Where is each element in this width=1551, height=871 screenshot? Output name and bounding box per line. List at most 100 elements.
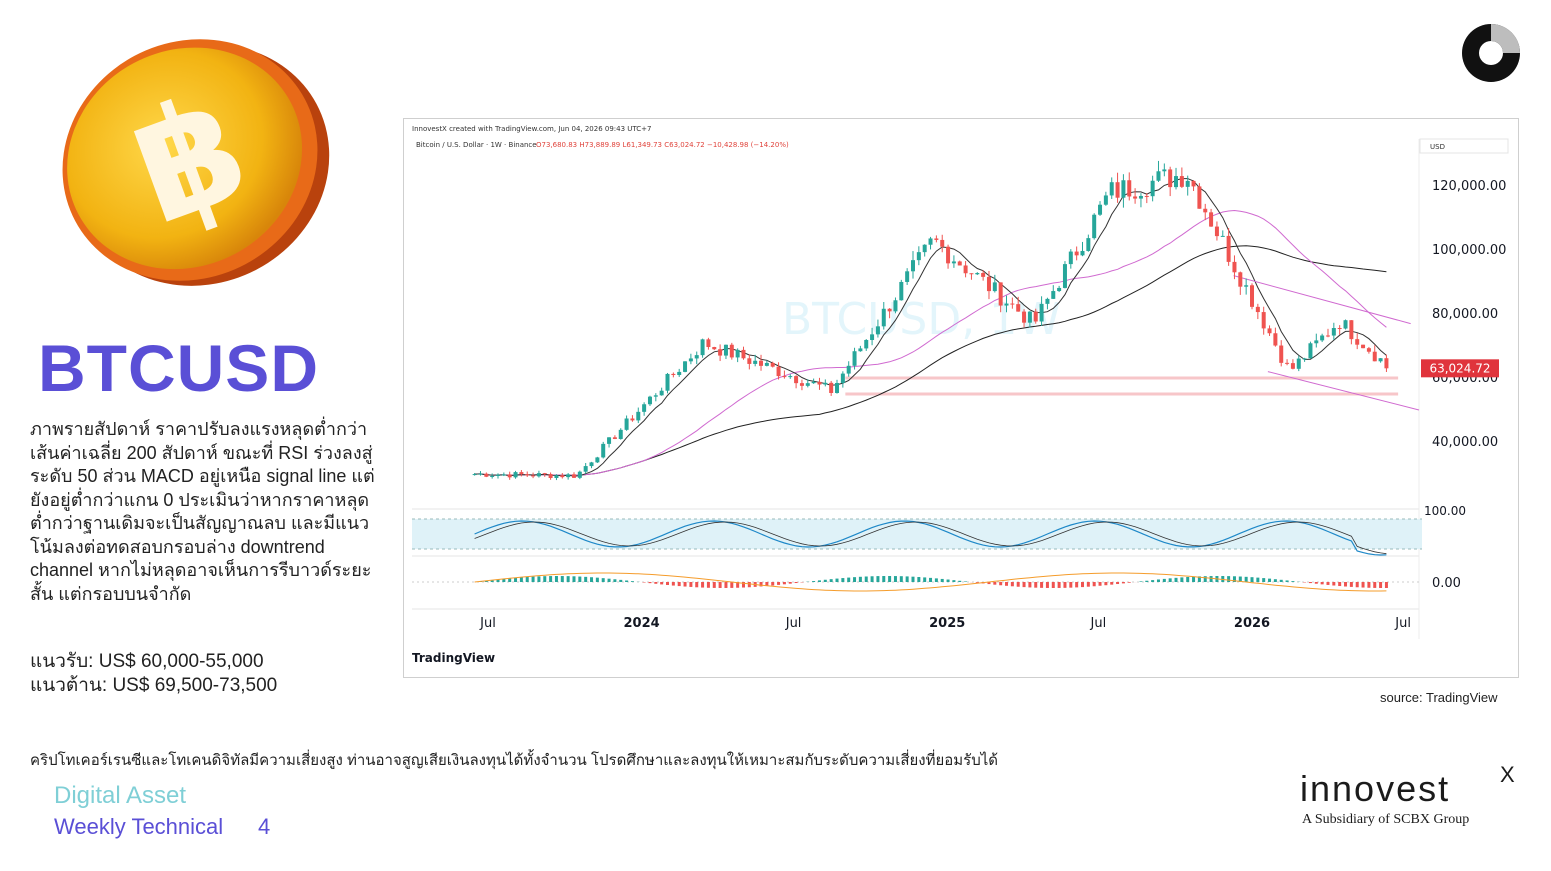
page-number: 4 [258, 814, 271, 839]
support-zone [845, 376, 1399, 380]
candle-body [507, 474, 512, 478]
macd-hist-bar [777, 582, 781, 585]
rsi-band [412, 519, 1422, 549]
currency-box [1419, 138, 1509, 154]
candle-body [1384, 358, 1389, 369]
macd-hist-bar [847, 577, 851, 582]
macd-hist-bar [648, 582, 652, 584]
candle-body [1179, 176, 1184, 187]
candle-body [536, 473, 541, 477]
candle-body [881, 308, 886, 327]
macd-hist-bar [934, 578, 938, 582]
candle-body [1068, 251, 1073, 265]
macd-hist-bar [1121, 582, 1125, 584]
macd-hist-bar [1092, 582, 1096, 587]
macd-hist-bar [619, 579, 623, 582]
candle-body [548, 474, 553, 479]
candle-body [1349, 320, 1354, 340]
candle-body [805, 383, 810, 386]
macd-hist-bar [1057, 582, 1061, 588]
candle-body [928, 238, 933, 245]
macd-hist-bar [613, 579, 617, 582]
x-tick-label: Jul [785, 616, 802, 631]
macd-hist-bar [1028, 582, 1032, 588]
candle-body [922, 244, 927, 253]
macd-hist-bar [601, 578, 605, 582]
candle-body [998, 282, 1003, 306]
macd-hist-bar [829, 579, 833, 582]
macd-hist-bar [1069, 582, 1073, 588]
macd-hist-bar [817, 580, 821, 582]
candle-body [1115, 182, 1120, 198]
macd-hist-bar [923, 577, 927, 582]
macd-hist-bar [1197, 576, 1201, 582]
candle-body [1337, 328, 1342, 330]
macd-hist-bar [1320, 582, 1324, 585]
macd-hist-bar [1063, 582, 1067, 588]
macd-hist-bar [730, 582, 734, 588]
candle-body [794, 376, 799, 384]
macd-hist-bar [554, 576, 558, 582]
macd-hist-bar [1332, 582, 1336, 586]
tradingview-brand: TradingView [412, 651, 495, 665]
macd-hist-bar [1285, 580, 1289, 582]
macd-hist-bar [689, 582, 693, 587]
chart-watermark: BTCUSD, 1W [782, 294, 1061, 345]
macd-hist-bar [496, 579, 500, 582]
candle-body [1086, 238, 1091, 251]
y-tick-label: 100,000.00 [1432, 243, 1506, 258]
source-note: source: TradingView [1380, 690, 1498, 705]
levels: แนวรับ: US$ 60,000-55,000 แนวต้าน: US$ 6… [30, 650, 277, 697]
y-tick-label: 120,000.00 [1432, 179, 1506, 194]
candle-body [1051, 291, 1056, 299]
macd-hist-bar [1110, 582, 1114, 585]
candle-body [496, 474, 501, 476]
candle-body [490, 475, 495, 477]
macd-hist-bar [917, 577, 921, 582]
candle-body [1197, 186, 1202, 209]
candle-body [618, 429, 623, 439]
ma-50-line [474, 209, 1387, 476]
macd-hist-bar [1127, 582, 1131, 583]
macd-hist-bar [1308, 582, 1312, 584]
macd-hist-bar [1080, 582, 1084, 588]
candle-body [665, 373, 670, 391]
macd-hist-bar [1005, 582, 1009, 586]
candle-body [542, 473, 547, 475]
rsi-axis-label: 100.00 [1424, 504, 1466, 518]
candle-body [823, 382, 828, 385]
macd-hist-bar [1314, 582, 1318, 584]
macd-hist-bar [1344, 582, 1348, 587]
macd-hist-bar [736, 582, 740, 588]
macd-hist-bar [1244, 576, 1248, 582]
candle-body [595, 457, 600, 463]
candle-body [589, 462, 594, 467]
candle-body [747, 358, 752, 364]
macd-hist-bar [853, 577, 857, 582]
candle-body [729, 344, 734, 358]
currency-label: USD [1430, 143, 1445, 151]
macd-hist-bar [888, 576, 892, 582]
macd-hist-bar [987, 582, 991, 585]
macd-hist-bar [1232, 576, 1236, 582]
macd-hist-bar [1156, 579, 1160, 582]
macd-hist-bar [578, 576, 582, 582]
candle-body [712, 347, 717, 350]
candle-body [571, 474, 576, 478]
brand-mark: X [1500, 762, 1515, 787]
macd-hist-bar [666, 582, 670, 586]
candle-body [642, 404, 647, 412]
candle-body [1302, 358, 1307, 360]
macd-hist-bar [911, 576, 915, 582]
candle-body [1203, 208, 1208, 213]
macd-hist-bar [1162, 578, 1166, 582]
macd-hist-bar [946, 579, 950, 582]
candle-body [916, 252, 921, 261]
candle-body [1355, 339, 1360, 345]
brand-tagline: A Subsidiary of SCBX Group [1302, 812, 1470, 827]
chart-symbol-line: Bitcoin / U.S. Dollar · 1W · Binance [416, 141, 537, 149]
candle-body [940, 239, 945, 247]
macd-hist-bar [1180, 577, 1184, 582]
candle-body [1226, 235, 1231, 262]
candle-body [478, 473, 483, 475]
